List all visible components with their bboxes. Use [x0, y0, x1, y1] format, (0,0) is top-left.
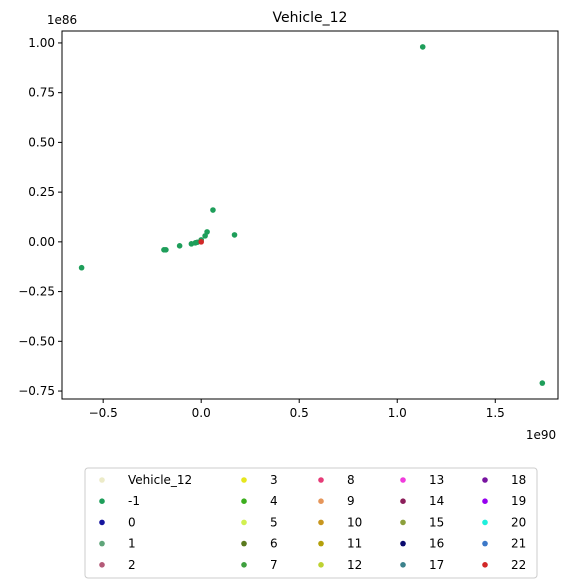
- legend-marker: [482, 519, 488, 526]
- legend-label: 4: [270, 494, 278, 508]
- legend-label: 22: [511, 558, 526, 572]
- legend-label: 3: [270, 473, 278, 487]
- legend-label: 7: [270, 558, 278, 572]
- x-tick-label: 1.5: [486, 406, 505, 420]
- y-tick-label: −0.75: [18, 384, 55, 398]
- legend-label: 8: [347, 473, 355, 487]
- y-tick-label: 0.25: [28, 185, 55, 199]
- plot-area-frame: [61, 30, 559, 400]
- legend-marker: [99, 519, 105, 526]
- y-tick-label: 0.75: [28, 86, 55, 100]
- chart-title: Vehicle_12: [273, 10, 348, 26]
- y-tick-label: −0.25: [18, 285, 55, 299]
- legend-marker: [400, 562, 406, 568]
- data-point: [419, 44, 426, 50]
- legend-label: 12: [347, 558, 362, 572]
- data-point: [176, 243, 183, 249]
- y-axis: −0.75 −0.50 −0.25 0.00 0.25 0.50 0.75 1.00: [18, 36, 62, 398]
- y-tick-label: 0.00: [28, 235, 55, 249]
- legend-label: 16: [429, 537, 444, 551]
- data-point: [231, 232, 238, 238]
- x-tick-label: 0.0: [192, 406, 211, 420]
- y-axis-offset-label: 1e86: [47, 13, 77, 27]
- legend-marker: [318, 477, 324, 483]
- legend-marker: [241, 562, 247, 568]
- legend-marker: [482, 540, 488, 547]
- legend-marker: [241, 540, 247, 547]
- y-tick-label: 0.50: [28, 135, 55, 149]
- x-tick-label: 0.5: [290, 406, 309, 420]
- x-tick-label: −0.5: [89, 406, 118, 420]
- legend-marker: [318, 540, 324, 547]
- legend-label: 15: [429, 515, 444, 529]
- legend-marker: [99, 540, 105, 547]
- legend-label: 9: [347, 494, 355, 508]
- legend-marker: [99, 477, 105, 483]
- legend-marker: [482, 498, 488, 505]
- legend-marker: [482, 562, 488, 568]
- legend-marker: [241, 519, 247, 526]
- data-point: [163, 247, 169, 253]
- data-point: [198, 239, 204, 245]
- data-point: [204, 229, 210, 235]
- legend-marker: [99, 498, 105, 505]
- legend-frame: [84, 467, 538, 579]
- legend-label: 19: [511, 494, 526, 508]
- legend-marker: [400, 498, 406, 505]
- legend-label: 21: [511, 537, 526, 551]
- y-tick-label: −0.50: [18, 334, 55, 348]
- legend-marker: [241, 477, 247, 483]
- legend-marker: [99, 562, 105, 568]
- legend-label: Vehicle_12: [128, 473, 192, 487]
- data-point: [78, 264, 85, 271]
- legend-label: 17: [429, 558, 444, 572]
- legend-label: -1: [128, 494, 140, 508]
- x-axis: −0.5 0.0 0.5 1.0 1.5: [89, 399, 505, 420]
- x-axis-offset-label: 1e90: [526, 428, 556, 442]
- legend-label: 1: [128, 537, 136, 551]
- legend-marker: [318, 562, 324, 568]
- legend-label: 10: [347, 515, 362, 529]
- legend-label: 5: [270, 515, 278, 529]
- legend-label: 14: [429, 494, 444, 508]
- legend-label: 20: [511, 515, 526, 529]
- legend-label: 18: [511, 473, 526, 487]
- legend-marker: [400, 540, 406, 547]
- legend-label: 0: [128, 515, 136, 529]
- legend-marker: [241, 498, 247, 505]
- legend-marker: [318, 498, 324, 505]
- legend-marker: [400, 519, 406, 526]
- legend-label: 2: [128, 558, 136, 572]
- legend-marker: [482, 477, 488, 483]
- y-tick-label: 1.00: [28, 36, 55, 50]
- legend-label: 13: [429, 473, 444, 487]
- legend: Vehicle_12-10123456789101112131415161718…: [84, 467, 538, 579]
- legend-marker: [400, 477, 406, 483]
- data-point: [539, 380, 546, 386]
- legend-label: 11: [347, 537, 362, 551]
- data-point: [210, 207, 216, 213]
- legend-label: 6: [270, 537, 278, 551]
- x-tick-label: 1.0: [388, 406, 407, 420]
- legend-marker: [318, 519, 324, 526]
- data-points: [78, 44, 546, 386]
